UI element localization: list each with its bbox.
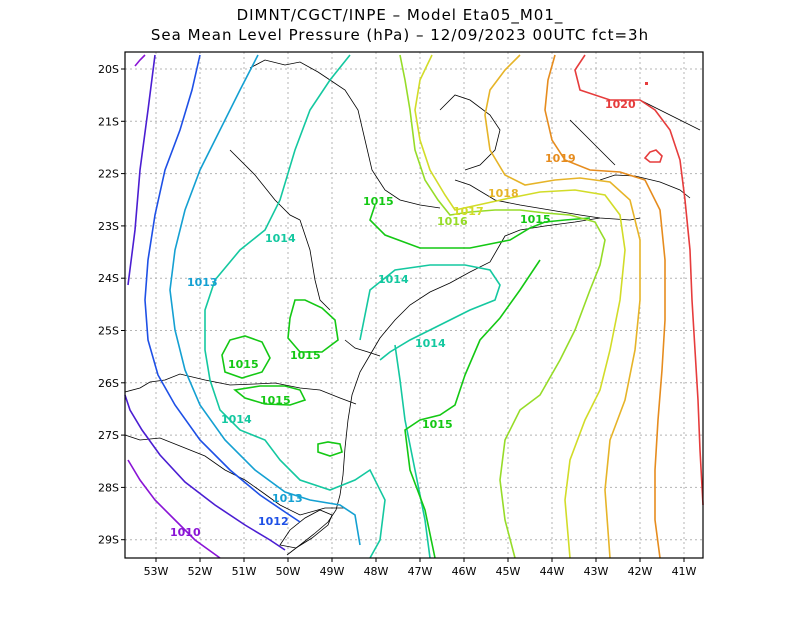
grid-lines: [125, 52, 703, 558]
contour-label: 1015: [363, 195, 394, 208]
lat-tick-label: 23S: [98, 220, 119, 233]
isobar-1015: [369, 204, 591, 249]
state-border: [344, 339, 381, 357]
state-border: [569, 119, 616, 166]
isobar-1014-east: [359, 264, 501, 361]
isobar-1011: [124, 54, 286, 551]
lon-tick-label: 42W: [628, 565, 653, 578]
station-marker: [645, 82, 648, 85]
isobars: [124, 54, 704, 559]
lat-tick-label: 20S: [98, 63, 119, 76]
lat-tick-label: 26S: [98, 377, 119, 390]
isobar-1015-blob1: [287, 299, 339, 353]
state-border: [299, 219, 331, 311]
coastline: [286, 217, 601, 556]
isobar-1013: [169, 54, 361, 546]
lagoon: [279, 509, 333, 549]
contour-label: 1015: [260, 394, 291, 407]
isobar-1018: [484, 54, 641, 559]
lon-tick-label: 41W: [672, 565, 697, 578]
contour-label: 1014: [221, 413, 252, 426]
lat-tick-label: 21S: [98, 115, 119, 128]
contour-label: 1010: [170, 526, 201, 539]
lon-tick-label: 43W: [584, 565, 609, 578]
contour-label: 1020: [605, 98, 636, 111]
lon-tick-label: 50W: [276, 565, 301, 578]
contour-label: 1019: [545, 152, 576, 165]
contour-label: 1015: [520, 213, 551, 226]
lon-tick-label: 52W: [188, 565, 213, 578]
lon-tick-label: 47W: [408, 565, 433, 578]
isobar-1020: [574, 54, 704, 506]
state-border: [249, 59, 441, 209]
contour-label: 1014: [378, 273, 409, 286]
map-title-line2: Sea Mean Level Pressure (hPa) – 12/09/20…: [150, 26, 650, 44]
lon-tick-label: 48W: [364, 565, 389, 578]
lon-tick-label: 53W: [144, 565, 169, 578]
lat-tick-label: 27S: [98, 429, 119, 442]
isobar-1015-blob2: [221, 335, 271, 379]
isobar-1014: [204, 54, 386, 559]
isobar-1016: [399, 54, 606, 559]
contour-label: 1015: [290, 349, 321, 362]
isobar-labels: 1010 1012 1013 1013 1014 1014 1014 1014 …: [170, 98, 636, 539]
isobar-1019: [544, 54, 666, 559]
state-border: [439, 94, 501, 171]
lon-tick-label: 49W: [320, 565, 345, 578]
contour-label: 1012: [258, 515, 289, 528]
map-title-line1: DIMNT/CGCT/INPE – Model Eta05_M01_: [236, 6, 564, 24]
state-border: [639, 99, 701, 131]
lon-tick-label: 51W: [232, 565, 257, 578]
lat-tick-label: 25S: [98, 325, 119, 338]
state-border: [229, 149, 301, 221]
lon-tick-label: 46W: [452, 565, 477, 578]
contour-label: 1015: [228, 358, 259, 371]
contour-label: 1013: [187, 276, 218, 289]
lat-tick-label: 28S: [98, 481, 119, 494]
lat-tick-label: 24S: [98, 272, 119, 285]
lon-tick-label: 45W: [496, 565, 521, 578]
axis-ticks: 20S 21S 22S 23S 24S 25S 26S 27S 28S 29S 53W 52W 51W 5…: [98, 63, 697, 578]
contour-label: 1013: [272, 492, 303, 505]
isobar-1015-blob4: [317, 441, 343, 457]
contour-label: 1014: [415, 337, 446, 350]
map-frame: [124, 51, 704, 559]
state-border: [599, 174, 691, 199]
contour-label: 1014: [265, 232, 296, 245]
isobar-1015-blob3: [233, 385, 307, 406]
isobar-1014-b: [394, 344, 431, 559]
contour-label: 1018: [488, 187, 519, 200]
state-border: [124, 373, 357, 405]
contour-label: 1015: [422, 418, 453, 431]
isobar-1012: [144, 54, 301, 523]
contour-label: 1017: [453, 205, 484, 218]
contour-label: 1016: [437, 215, 468, 228]
lat-tick-label: 29S: [98, 534, 119, 547]
lon-tick-label: 44W: [540, 565, 565, 578]
lat-tick-label: 22S: [98, 168, 119, 181]
isobar-1017: [414, 54, 626, 559]
isobar-1020-blob: [643, 149, 663, 163]
isobar-1010: [127, 459, 221, 559]
isobar-1015-south: [404, 259, 541, 559]
isobar-1010-small: [134, 54, 146, 67]
